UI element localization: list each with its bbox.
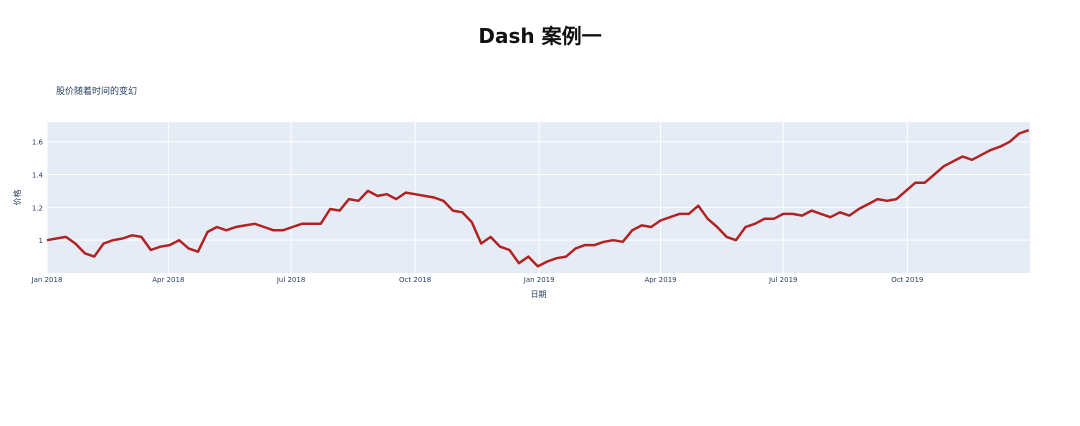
chart-container[interactable]: 股价随着时间的变幻 Jan 2018 Apr 2018 Jul 2018 Oct 20…	[0, 70, 1080, 310]
x-tick-label: Oct 2019	[891, 276, 923, 284]
x-axis-ticks: Jan 2018 Apr 2018 Jul 2018 Oct 2018 Jan 2019…	[31, 276, 924, 284]
x-axis-label: 日期	[531, 290, 547, 299]
x-tick-label: Oct 2018	[399, 276, 431, 284]
gridlines	[46, 122, 1030, 273]
y-tick-label: 1	[39, 237, 43, 245]
price-series-line[interactable]	[46, 129, 1030, 268]
x-tick-label: Jul 2019	[768, 276, 798, 284]
x-tick-label: Apr 2019	[644, 276, 676, 284]
plot-area[interactable]	[47, 122, 1030, 273]
y-tick-label: 1.2	[32, 204, 43, 212]
x-tick-label: Jan 2018	[31, 276, 63, 284]
line-chart[interactable]: 股价随着时间的变幻 Jan 2018 Apr 2018 Jul 2018 Oct 20…	[0, 70, 1080, 310]
x-tick-label: Apr 2018	[152, 276, 184, 284]
x-tick-label: Jan 2019	[523, 276, 555, 284]
y-axis-label: 价格	[12, 190, 22, 206]
chart-title: 股价随着时间的变幻	[56, 85, 137, 97]
page-title: Dash 案例一	[478, 24, 602, 48]
y-axis-ticks: 1 1.2 1.4 1.6	[32, 139, 44, 245]
y-tick-label: 1.6	[32, 139, 44, 147]
y-tick-label: 1.4	[32, 172, 44, 180]
x-tick-label: Jul 2018	[276, 276, 306, 284]
